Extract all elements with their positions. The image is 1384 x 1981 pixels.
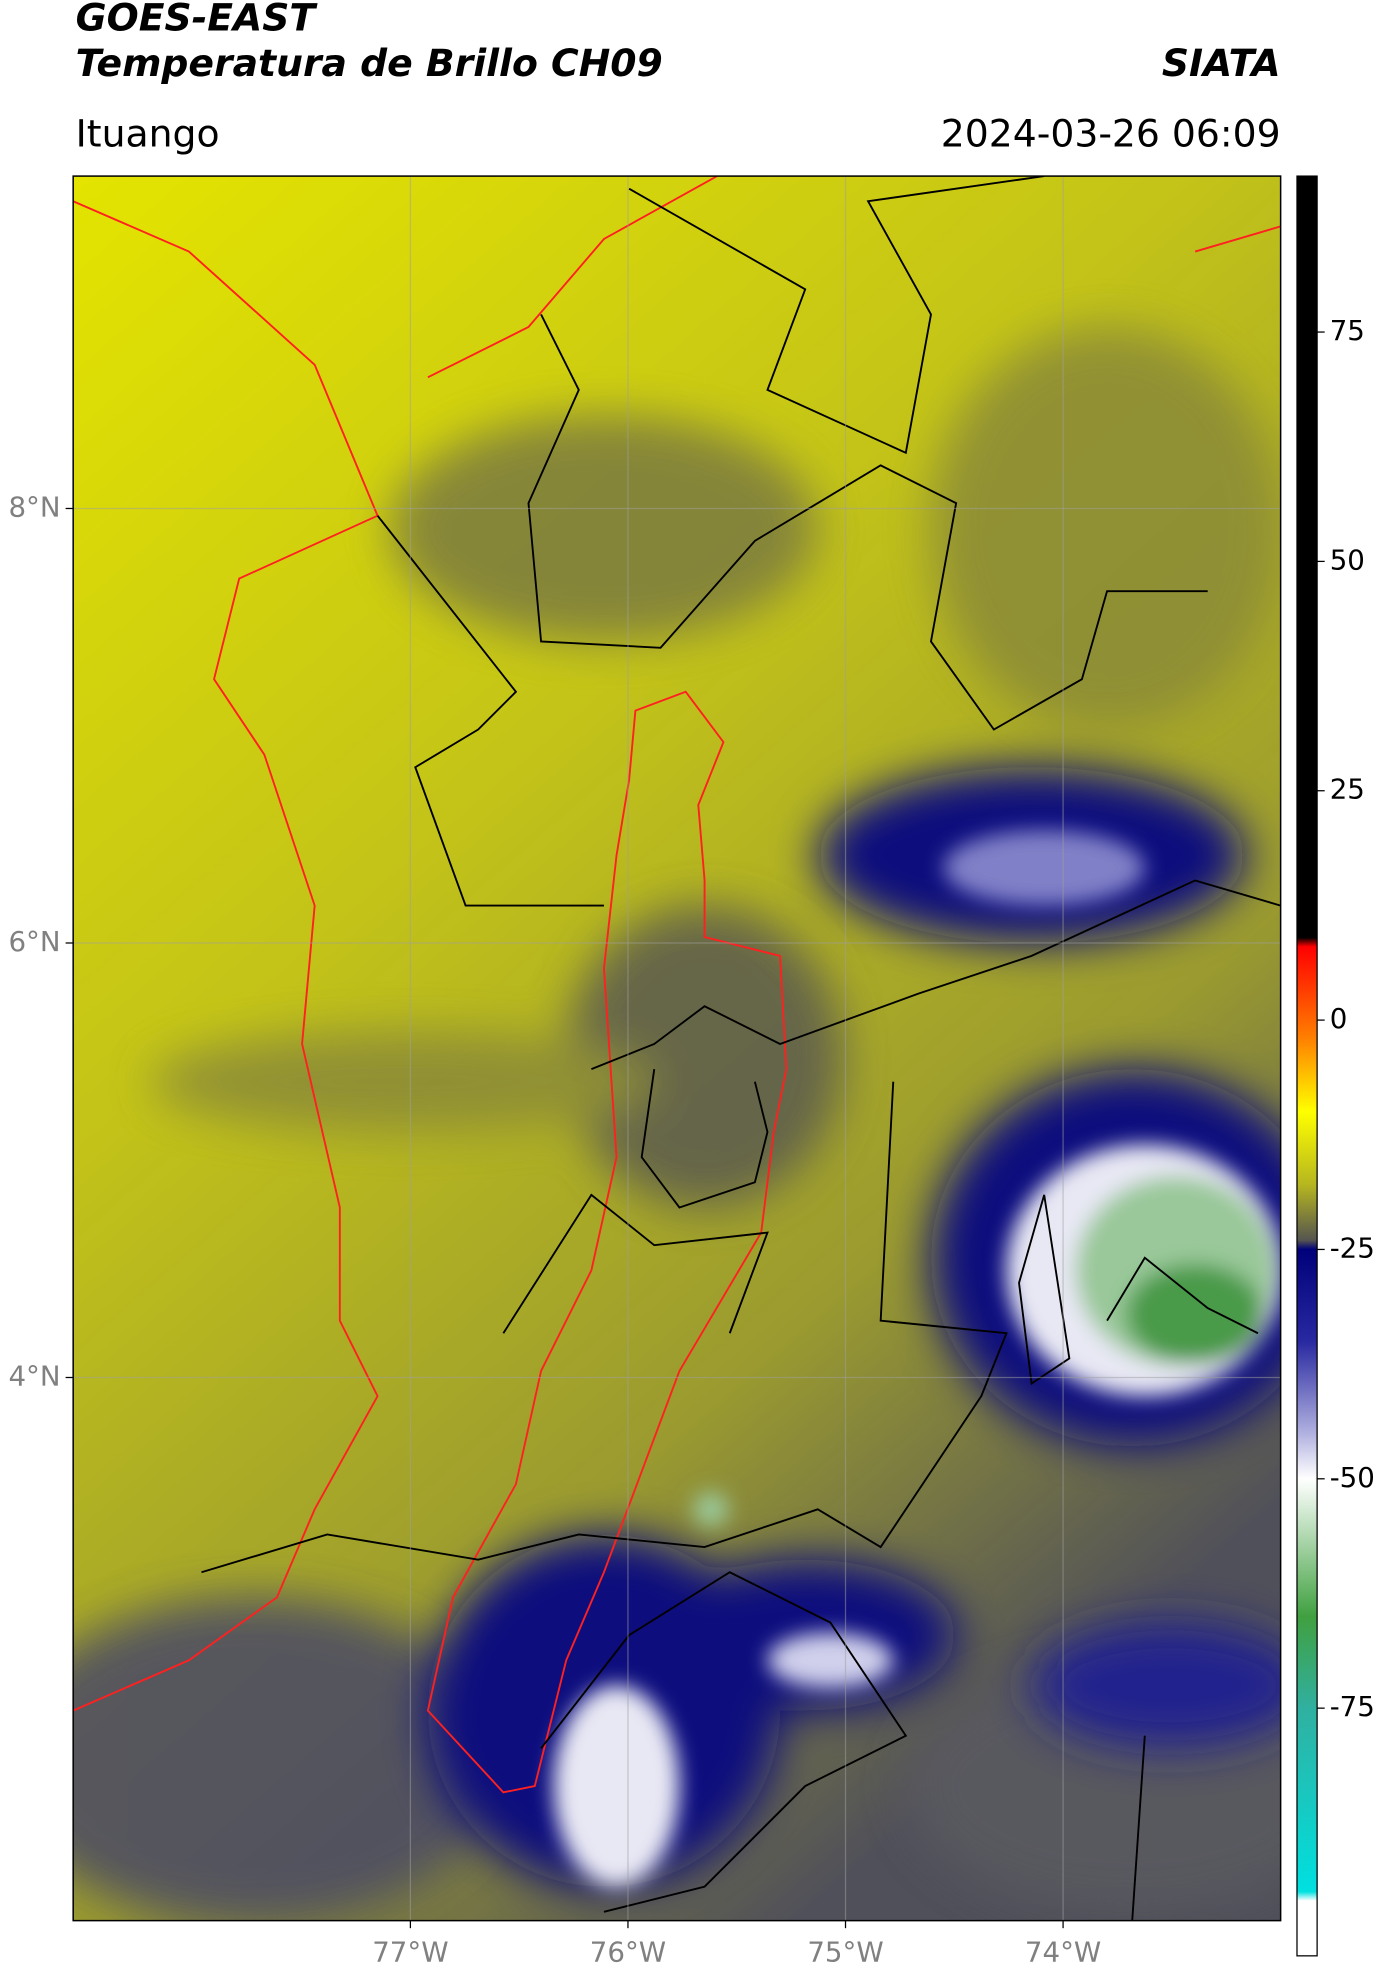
colorbar-tick-label: -75 xyxy=(1330,1690,1375,1723)
gridlines xyxy=(73,176,1281,1921)
colorbar-tick-label: 75 xyxy=(1330,314,1365,347)
colorbar-tick-label: 25 xyxy=(1330,773,1365,806)
colorbar-tick-label: -25 xyxy=(1330,1231,1375,1264)
y-tick-label: 6°N xyxy=(8,925,60,958)
map-frame xyxy=(72,175,1282,1922)
colorbar xyxy=(1296,175,1318,1957)
colorbar-tick-label: 50 xyxy=(1330,543,1365,576)
x-tick-label: 75°W xyxy=(807,1935,883,1968)
x-tick-label: 76°W xyxy=(590,1935,666,1968)
y-tick-label: 4°N xyxy=(8,1359,60,1392)
colorbar-tick-label: -50 xyxy=(1330,1461,1375,1494)
location: Ituango xyxy=(76,111,220,155)
x-tick-label: 74°W xyxy=(1025,1935,1101,1968)
datetime: 2024-03-26 06:09 xyxy=(941,111,1281,155)
borders xyxy=(73,176,1281,1921)
subtitle: Temperatura de Brillo CH09 xyxy=(76,41,663,85)
x-tick-label: 77°W xyxy=(372,1935,448,1968)
title: GOES-EAST xyxy=(76,0,319,40)
colorbar-tick-label: 0 xyxy=(1330,1002,1348,1035)
satellite-image xyxy=(73,176,1281,1921)
source: SIATA xyxy=(1162,41,1281,85)
y-tick-label: 8°N xyxy=(8,490,60,523)
